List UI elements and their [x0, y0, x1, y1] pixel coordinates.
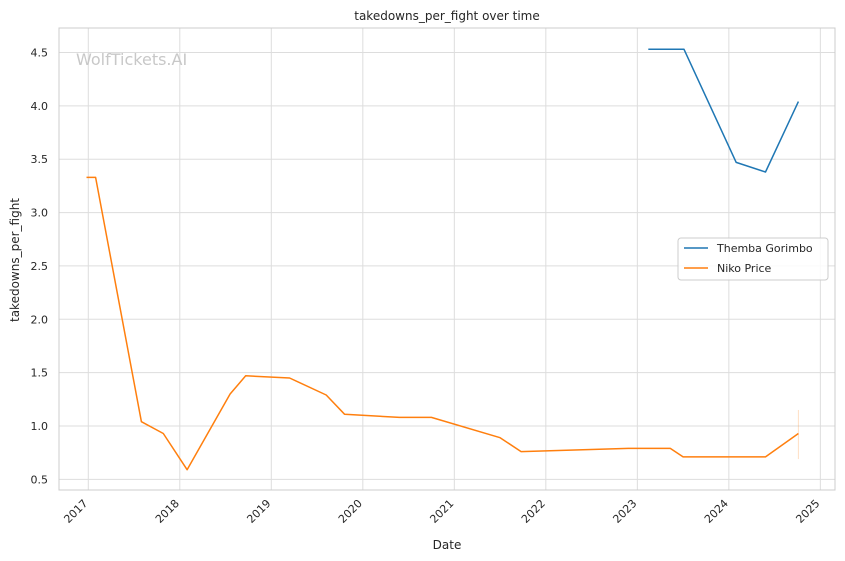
y-tick-label: 1.0 — [31, 420, 49, 433]
series-line-1 — [86, 176, 799, 471]
y-axis-label: takedowns_per_fight — [8, 198, 22, 322]
y-tick-label: 2.5 — [31, 260, 49, 273]
legend: Themba Gorimbo Niko Price — [677, 237, 829, 281]
legend-box — [677, 237, 829, 281]
legend-label: Niko Price — [717, 262, 772, 275]
y-tick-label: 0.5 — [31, 473, 49, 486]
series-line-0 — [648, 48, 800, 173]
y-tick-label: 1.5 — [31, 367, 49, 380]
y-tick-label: 4.0 — [31, 100, 49, 113]
plot-frame — [58, 27, 836, 491]
x-axis-label: Date — [433, 538, 462, 552]
chart-title: takedowns_per_fight over time — [354, 9, 540, 23]
legend-label: Themba Gorimbo — [716, 242, 813, 255]
tick-labels: 2017 2018 2019 2020 2021 2022 2023 2024 20250.51… — [31, 47, 823, 526]
y-tick-label: 4.5 — [31, 47, 49, 60]
grid — [59, 28, 835, 490]
series-layer — [86, 48, 800, 471]
y-tick-label: 2.0 — [31, 313, 49, 326]
y-tick-label: 3.5 — [31, 153, 49, 166]
y-tick-label: 3.0 — [31, 207, 49, 220]
watermark: WolfTickets.AI — [76, 50, 187, 69]
